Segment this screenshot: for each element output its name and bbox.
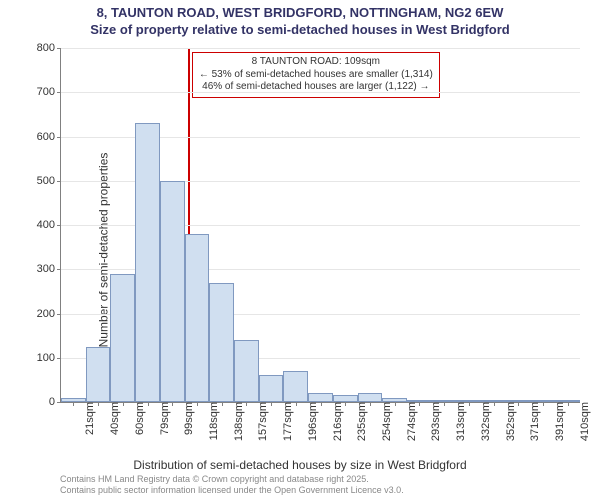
- histogram-bar: [86, 347, 111, 402]
- x-tick-mark: [123, 402, 124, 406]
- x-tick-mark: [370, 402, 371, 406]
- histogram-bar: [283, 371, 308, 402]
- x-tick-label: 371sqm: [523, 402, 541, 441]
- x-tick-mark: [543, 402, 544, 406]
- x-tick-label: 313sqm: [449, 402, 467, 441]
- histogram-bar: [209, 283, 234, 402]
- x-tick-mark: [469, 402, 470, 406]
- y-tick-label: 400: [37, 219, 61, 231]
- annotation-line-1: 8 TAUNTON ROAD: 109sqm: [199, 56, 433, 69]
- x-tick-label: 60sqm: [128, 402, 146, 435]
- histogram-bar: [160, 181, 185, 402]
- x-tick-label: 274sqm: [400, 402, 418, 441]
- footer-line-2: Contains public sector information licen…: [60, 485, 404, 496]
- y-gridline: [61, 48, 580, 49]
- x-tick-mark: [148, 402, 149, 406]
- x-tick-mark: [222, 402, 223, 406]
- x-tick-mark: [419, 402, 420, 406]
- x-tick-mark: [98, 402, 99, 406]
- x-tick-mark: [172, 402, 173, 406]
- y-gridline: [61, 92, 580, 93]
- y-tick-label: 200: [37, 308, 61, 320]
- y-tick-label: 500: [37, 175, 61, 187]
- annotation-box: 8 TAUNTON ROAD: 109sqm ← 53% of semi-det…: [192, 52, 440, 98]
- title-line-2: Size of property relative to semi-detach…: [0, 22, 600, 39]
- x-tick-mark: [296, 402, 297, 406]
- histogram-bar: [259, 375, 284, 402]
- title-line-1: 8, TAUNTON ROAD, WEST BRIDGFORD, NOTTING…: [0, 5, 600, 22]
- x-tick-mark: [321, 402, 322, 406]
- chart-container: 8, TAUNTON ROAD, WEST BRIDGFORD, NOTTING…: [0, 0, 600, 500]
- chart-footer: Contains HM Land Registry data © Crown c…: [60, 474, 404, 496]
- x-tick-mark: [271, 402, 272, 406]
- x-tick-label: 216sqm: [326, 402, 344, 441]
- y-tick-label: 600: [37, 131, 61, 143]
- y-tick-label: 800: [37, 42, 61, 54]
- x-tick-label: 138sqm: [227, 402, 245, 441]
- plot-area: 8 TAUNTON ROAD: 109sqm ← 53% of semi-det…: [60, 48, 580, 403]
- histogram-bar: [135, 123, 160, 402]
- x-tick-label: 352sqm: [499, 402, 517, 441]
- y-tick-label: 0: [49, 396, 61, 408]
- chart-title: 8, TAUNTON ROAD, WEST BRIDGFORD, NOTTING…: [0, 5, 600, 39]
- x-tick-label: 332sqm: [474, 402, 492, 441]
- x-tick-label: 118sqm: [202, 402, 220, 440]
- x-axis-label: Distribution of semi-detached houses by …: [0, 458, 600, 472]
- annotation-line-2: ← 53% of semi-detached houses are smalle…: [199, 69, 433, 82]
- x-tick-label: 40sqm: [103, 402, 121, 435]
- x-tick-label: 410sqm: [573, 402, 591, 441]
- x-tick-label: 293sqm: [424, 402, 442, 441]
- y-tick-label: 100: [37, 352, 61, 364]
- y-tick-label: 700: [37, 86, 61, 98]
- x-tick-mark: [494, 402, 495, 406]
- x-tick-label: 196sqm: [301, 402, 319, 441]
- x-tick-label: 99sqm: [177, 402, 195, 435]
- x-tick-label: 391sqm: [548, 402, 566, 441]
- y-tick-label: 300: [37, 263, 61, 275]
- x-tick-mark: [73, 402, 74, 406]
- x-tick-label: 177sqm: [276, 402, 294, 441]
- x-tick-mark: [197, 402, 198, 406]
- x-tick-label: 157sqm: [251, 402, 269, 441]
- x-tick-label: 21sqm: [78, 402, 96, 435]
- histogram-bar: [308, 393, 333, 402]
- x-tick-mark: [246, 402, 247, 406]
- histogram-bar: [333, 395, 358, 402]
- histogram-bar: [185, 234, 210, 402]
- x-tick-mark: [568, 402, 569, 406]
- x-tick-mark: [395, 402, 396, 406]
- histogram-bar: [110, 274, 135, 402]
- x-tick-mark: [345, 402, 346, 406]
- histogram-bar: [358, 393, 383, 402]
- histogram-bar: [234, 340, 259, 402]
- x-tick-label: 254sqm: [375, 402, 393, 441]
- x-tick-mark: [518, 402, 519, 406]
- x-tick-label: 79sqm: [153, 402, 171, 435]
- footer-line-1: Contains HM Land Registry data © Crown c…: [60, 474, 404, 485]
- x-tick-mark: [444, 402, 445, 406]
- x-tick-label: 235sqm: [350, 402, 368, 441]
